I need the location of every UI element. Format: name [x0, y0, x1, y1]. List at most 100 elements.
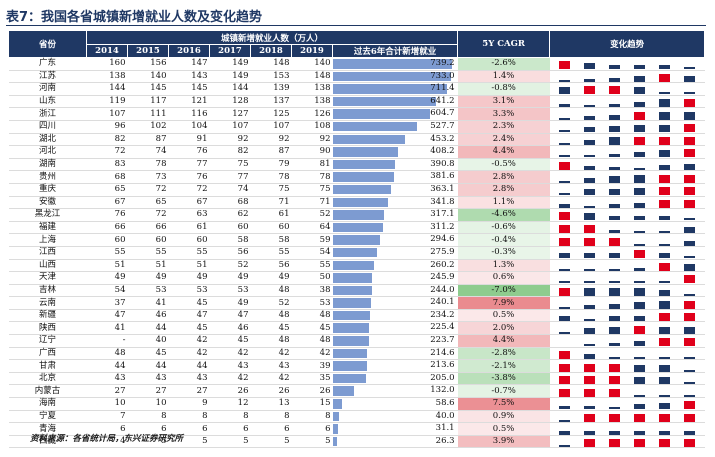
total-value: 390.8	[430, 158, 455, 169]
year-value: 81	[291, 158, 333, 172]
cagr-value: 1.3%	[457, 259, 550, 273]
province-name: 辽宁	[8, 334, 87, 348]
trend-mark	[634, 316, 646, 322]
trend-mark	[634, 202, 646, 208]
trend-mark	[634, 75, 646, 82]
year-value: 59	[291, 233, 333, 247]
year-value: 72	[127, 208, 169, 222]
total-cell: 58.6	[332, 397, 458, 411]
trend-mark	[608, 268, 620, 271]
year-value: 10	[86, 397, 128, 411]
trend-cell	[549, 410, 705, 424]
table-row: 陕西 41 44 45 46 45 45 225.4 2.0%	[8, 321, 705, 336]
year-value: 75	[209, 158, 251, 172]
trend-mark	[684, 174, 696, 183]
year-value: 41	[127, 296, 169, 310]
trend-mark	[684, 124, 696, 133]
trend-mark	[684, 187, 696, 196]
trend-mark	[558, 350, 570, 359]
province-name: 广西	[8, 347, 87, 361]
trend-mark	[583, 388, 595, 397]
trend-mark	[684, 430, 696, 435]
year-value: 48	[291, 334, 333, 348]
trend-mark	[608, 189, 620, 196]
trend-mark	[634, 175, 646, 183]
trend-cell	[549, 145, 705, 159]
trend-mark	[558, 225, 570, 234]
total-cell: 260.2	[332, 259, 458, 273]
trend-mark	[583, 281, 595, 284]
year-value: 42	[250, 372, 292, 386]
trend-sparkline	[552, 247, 703, 259]
year-value: 43	[250, 359, 292, 373]
cagr-value: -4.6%	[457, 208, 550, 222]
trend-sparkline	[552, 222, 703, 234]
year-value: 138	[291, 95, 333, 109]
year-value: 42	[291, 347, 333, 361]
year-value: 60	[209, 221, 251, 235]
trend-cell	[549, 170, 705, 184]
total-bar	[332, 159, 396, 170]
total-cell: 363.1	[332, 183, 458, 197]
trend-mark	[608, 86, 620, 95]
employment-table: 省份 城镇新增就业人数（万人） 5Y CAGR 变化趋势 2014 2015 2…	[8, 30, 706, 449]
trend-mark	[558, 268, 570, 271]
year-value: 49	[86, 271, 128, 285]
year-value: 108	[291, 120, 333, 134]
year-value: 5	[168, 435, 210, 449]
trend-mark	[684, 111, 696, 120]
total-cell: 40.0	[332, 410, 458, 424]
total-cell: 317.1	[332, 208, 458, 222]
province-name: 河南	[8, 82, 87, 96]
year-value: 42	[209, 372, 251, 386]
trend-cell	[549, 271, 705, 285]
trend-mark	[608, 253, 620, 259]
year-value: 8	[291, 410, 333, 424]
trend-mark	[558, 203, 570, 208]
trend-mark	[659, 394, 671, 397]
trend-mark	[634, 364, 646, 372]
trend-mark	[558, 376, 570, 385]
trend-cell	[549, 233, 705, 247]
year-value: 107	[86, 107, 128, 121]
cagr-value: -0.4%	[457, 233, 550, 247]
year-value: 90	[291, 145, 333, 159]
province-name: 甘肃	[8, 359, 87, 373]
year-value: 9	[168, 397, 210, 411]
year-value: 43	[209, 359, 251, 373]
year-value: 48	[250, 309, 292, 323]
trend-mark	[634, 250, 646, 259]
total-value: 260.2	[430, 259, 455, 270]
year-value: 45	[168, 296, 210, 310]
total-value: 527.7	[430, 120, 455, 131]
province-name: 新疆	[8, 309, 87, 323]
total-bar	[332, 323, 369, 333]
cagr-value: 3.1%	[457, 95, 550, 109]
total-bar	[332, 386, 354, 396]
trend-mark	[583, 328, 595, 334]
trend-mark	[684, 300, 696, 309]
year-value: 48	[250, 334, 292, 348]
trend-sparkline	[552, 335, 703, 347]
trend-sparkline	[552, 348, 703, 359]
total-bar	[332, 298, 372, 308]
trend-mark	[634, 111, 646, 120]
trend-mark	[608, 114, 620, 120]
trend-mark	[659, 174, 671, 183]
total-value: 711.4	[430, 83, 455, 94]
province-name: 安徽	[8, 196, 87, 210]
year-value: 61	[168, 221, 210, 235]
year-value: 68	[86, 170, 128, 184]
trend-mark	[684, 313, 696, 322]
year-value: 72	[86, 145, 128, 159]
province-name: 湖南	[8, 158, 87, 172]
total-cell: 213.6	[332, 359, 458, 373]
cagr-value: 0.5%	[457, 422, 550, 436]
year-value: 8	[250, 410, 292, 424]
year-value: 77	[168, 158, 210, 172]
province-name: 广东	[8, 57, 87, 71]
year-value: 46	[127, 309, 169, 323]
source-note: 资料来源：各省统计局，东兴证券研究所	[30, 434, 184, 444]
cagr-value: -0.3%	[457, 246, 550, 260]
trend-mark	[583, 268, 595, 271]
